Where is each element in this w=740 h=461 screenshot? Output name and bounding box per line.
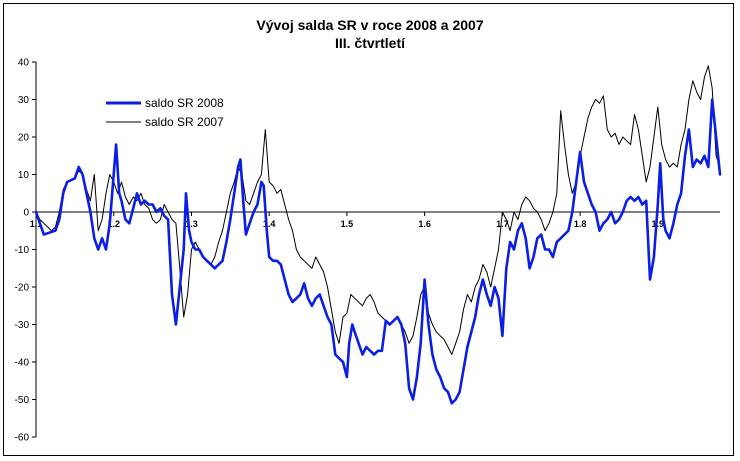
y-tick-label: 30 — [18, 95, 30, 106]
y-tick-label: -60 — [15, 433, 30, 444]
series-line-saldo-2008 — [34, 98, 722, 405]
y-tick-label: 20 — [18, 133, 30, 144]
x-tick-label: 1.4 — [263, 219, 276, 229]
x-tick-label: 1.1 — [30, 219, 43, 229]
x-tick-label: 1.7 — [496, 219, 509, 229]
x-tick-label: 1.6 — [418, 219, 431, 229]
y-tick-label: -30 — [15, 320, 30, 331]
chart-title: Vývoj salda SR v roce 2008 a 2007 — [256, 17, 483, 33]
chart-frame — [3, 3, 734, 456]
legend-label-2008: saldo SR 2008 — [145, 96, 224, 110]
x-tick-label: 1.5 — [341, 219, 354, 229]
series-layer — [34, 65, 722, 405]
legend: saldo SR 2008 saldo SR 2007 — [106, 96, 224, 129]
legend-label-2007: saldo SR 2007 — [145, 115, 224, 129]
x-tick-label: 1.8 — [574, 219, 587, 229]
y-tick-label: -50 — [15, 395, 30, 406]
y-tick-label: 40 — [18, 58, 30, 69]
series-line-saldo-2007 — [35, 65, 721, 355]
x-tick-label: 1.3 — [185, 219, 198, 229]
chart-subtitle: III. čtvrtletí — [335, 35, 406, 51]
axes: 40 30 20 10 0 -10 -20 -30 -40 -50 -60 1.1 1.2 1.3 1.4 1… — [15, 58, 720, 444]
y-tick-label: -10 — [15, 245, 30, 256]
y-tick-label: -40 — [15, 358, 30, 369]
y-tick-label: 10 — [18, 170, 30, 181]
y-tick-label: 0 — [23, 208, 29, 219]
y-tick-label: -20 — [15, 283, 30, 294]
x-tick-label: 1.9 — [652, 219, 665, 229]
x-tick-label: 1.2 — [107, 219, 120, 229]
